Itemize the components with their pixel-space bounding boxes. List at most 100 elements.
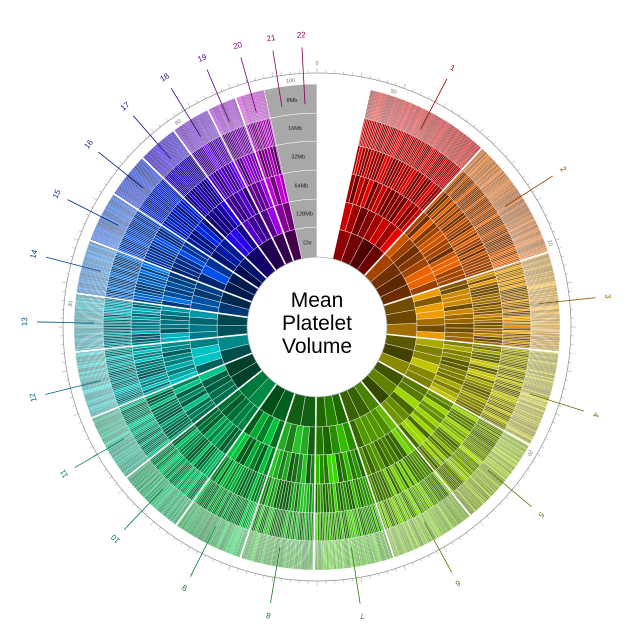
ring-tick (360, 577, 363, 583)
ring-tick-label: 100 (286, 78, 296, 85)
ring-tick (212, 558, 214, 562)
ring-tick (187, 546, 191, 552)
ring-tick (180, 108, 183, 112)
chromosome-1-label: 1 (449, 63, 458, 73)
ring-tick (493, 509, 496, 513)
chromosome-gap (383, 251, 549, 307)
chromosome-15-label: 15 (51, 187, 63, 200)
ring-tick (187, 102, 191, 108)
ring-tick (245, 571, 248, 575)
ring-tick (480, 128, 484, 133)
ring-tick (473, 527, 476, 530)
ring-tick (89, 206, 93, 208)
ring-tick (118, 160, 123, 164)
chromosome-18-label: 18 (158, 71, 171, 84)
ring-tick (443, 102, 447, 108)
ring-zero-label: 0 (315, 61, 318, 67)
ring-tick (480, 521, 484, 526)
ring-tick (428, 95, 430, 99)
ring-tick (420, 558, 422, 562)
ring-tick (108, 175, 112, 178)
ring-tick (237, 568, 239, 572)
ring-tick (466, 532, 469, 536)
ring-tick (486, 135, 490, 139)
ring-tick (443, 546, 447, 552)
ring-tick (78, 421, 82, 424)
ring-tick (517, 168, 520, 171)
ring-tick (61, 370, 67, 373)
ring-tick (158, 124, 161, 127)
ring-tick (173, 113, 176, 117)
ring-tick (85, 214, 89, 216)
ring-tick (511, 160, 516, 164)
chromosome-4-wedge (377, 334, 559, 446)
ring-tick (138, 141, 141, 145)
ring-tick (69, 255, 73, 258)
segment (130, 327, 161, 332)
ring-tick (369, 575, 371, 579)
ring-tick (451, 108, 454, 112)
chromosome-22-label: 22 (297, 30, 307, 39)
chromosome-20-label: 20 (232, 40, 244, 51)
ring-tick (131, 148, 135, 151)
ring-tick (486, 515, 490, 519)
chromosome-21-label: 21 (266, 33, 277, 43)
chromosome-4-label: 4 (591, 411, 601, 418)
ring-tick (558, 405, 562, 407)
ring-tick (499, 503, 503, 506)
ring-tick (228, 83, 231, 89)
ring-tick-label: 50 (389, 88, 397, 96)
chromosome-7-label: 7 (359, 611, 365, 621)
ring-tick (263, 575, 265, 579)
segment (130, 324, 161, 329)
chromosome-gap (377, 360, 530, 446)
ring-tick (72, 247, 76, 249)
ring-tick (271, 71, 274, 77)
ring-tick (67, 264, 71, 266)
ring-tick (125, 496, 129, 500)
ring-tick (180, 542, 183, 546)
ring-tick (114, 483, 117, 486)
chromosome-3-label: 3 (603, 294, 612, 300)
ring-tick (196, 99, 198, 103)
ring-tick (555, 413, 561, 416)
ring-tick (545, 438, 549, 440)
ring-tick (73, 413, 79, 416)
ring-tick (125, 154, 129, 158)
ring-tick (411, 88, 414, 92)
center-title-line-3: Volume (282, 335, 352, 358)
ring-tick (150, 128, 154, 133)
ring-tick (548, 222, 552, 224)
chromosome-16-label: 16 (82, 138, 95, 151)
ring-tick (204, 95, 206, 99)
chromosome-gap (360, 380, 471, 517)
chromosome-gap (331, 89, 371, 259)
ring-tick (103, 468, 107, 471)
ring-tick (78, 230, 82, 233)
chromosome-2-label: 2 (558, 165, 568, 174)
ring-tick (548, 430, 552, 432)
ring-tick (360, 71, 363, 77)
ring-tick (436, 551, 438, 555)
ring-tick (473, 124, 476, 127)
scale-label: 128Mb (296, 212, 313, 218)
ring-tick (173, 537, 176, 541)
chromosome-5-label: 5 (536, 510, 546, 520)
ring-tick (532, 190, 536, 193)
segment (102, 327, 132, 330)
segment (473, 322, 504, 326)
ring-tick (436, 99, 438, 103)
scale-label: 64Mb (294, 183, 308, 189)
ring-tick (428, 555, 430, 559)
ring-tick (420, 92, 422, 96)
center-title-line-1: Mean (291, 289, 344, 312)
ring-tick (466, 118, 469, 122)
ring-tick (144, 515, 148, 519)
chromosome-13-label: 13 (20, 317, 29, 327)
ring-tick (527, 183, 531, 186)
ring-tick (103, 183, 107, 186)
ring-tick (138, 509, 141, 513)
segment (502, 325, 532, 328)
scale-label: Chr (303, 241, 312, 247)
